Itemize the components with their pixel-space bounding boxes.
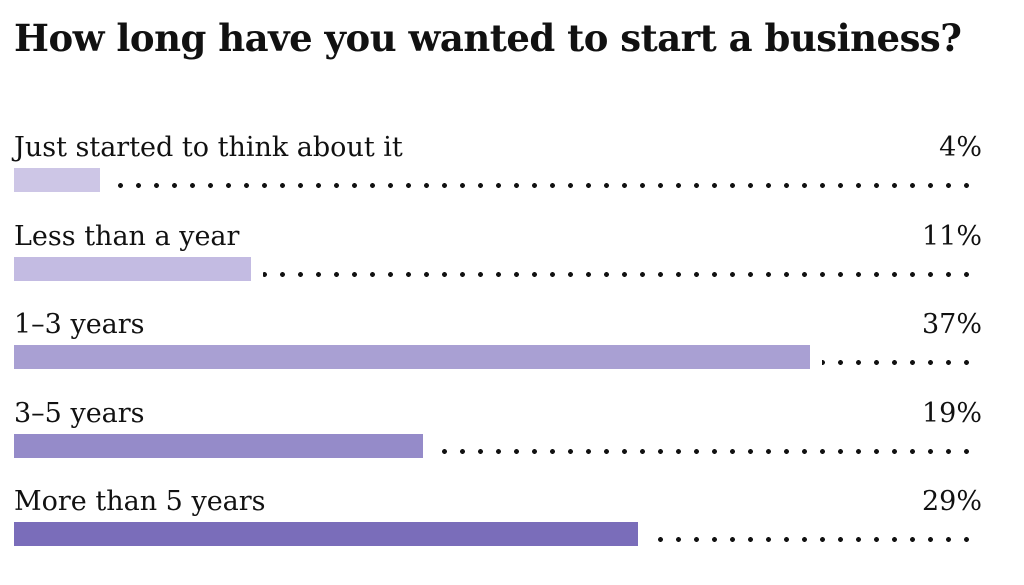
category-label: More than 5 years <box>14 486 266 517</box>
category-label: 1–3 years <box>14 309 145 340</box>
dotted-track-line <box>263 271 982 277</box>
chart-title: How long have you wanted to start a busi… <box>14 16 962 60</box>
bar <box>14 433 423 458</box>
category-label: 3–5 years <box>14 397 145 429</box>
bar-track <box>14 168 982 192</box>
bar-row-more-than-5-years: More than 5 years 29% <box>14 484 982 560</box>
bar-row-3-5-years: 3–5 years 19% <box>14 396 982 472</box>
data-label: 11% <box>921 220 982 252</box>
dotted-track-line <box>112 183 982 188</box>
category-label: Less than a year <box>14 220 240 252</box>
bar <box>14 345 810 369</box>
bar-track <box>14 522 982 546</box>
bar-track <box>14 345 982 369</box>
bar <box>14 256 251 281</box>
bar <box>14 168 100 192</box>
data-label: 37% <box>921 309 982 340</box>
bar-row-less-than-a-year: Less than a year 11% <box>14 219 982 295</box>
data-label: 4% <box>939 132 982 163</box>
bar-row-1-3-years: 1–3 years 37% <box>14 307 982 383</box>
bar-row-just-started-to-think-about-it: Just started to think about it 4% <box>14 130 982 206</box>
bar-track <box>14 433 982 458</box>
bar <box>14 522 638 546</box>
category-label: Just started to think about it <box>14 132 403 163</box>
data-label: 19% <box>921 397 982 429</box>
dotted-track-line <box>435 448 982 454</box>
dotted-track-line <box>650 537 982 542</box>
dotted-track-line <box>822 360 982 365</box>
data-label: 29% <box>921 486 982 517</box>
bar-track <box>14 256 982 281</box>
